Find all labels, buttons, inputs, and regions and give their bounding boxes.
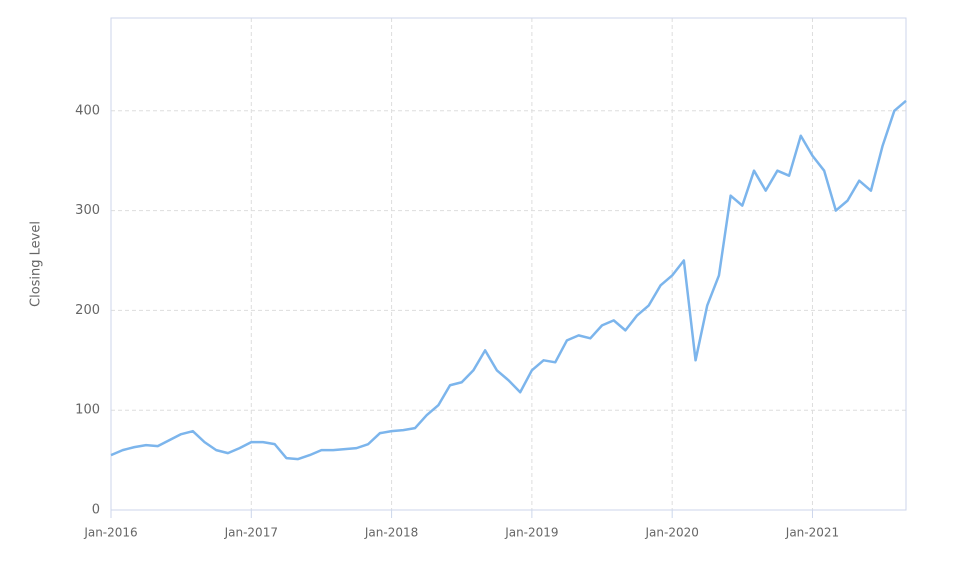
x-tick-label: Jan-2016 xyxy=(83,526,137,540)
line-series xyxy=(110,99,907,461)
plot-border xyxy=(110,17,907,511)
y-tick-label: 0 xyxy=(92,503,100,518)
y-tick-label: 200 xyxy=(75,303,100,318)
y-tick-label: 400 xyxy=(75,103,100,118)
y-axis-label: Closing Level xyxy=(29,221,44,307)
y-tick-label: 300 xyxy=(75,203,100,218)
x-tick-label: Jan-2021 xyxy=(785,526,839,540)
x-tick-label: Jan-2020 xyxy=(644,526,698,540)
x-tick-label: Jan-2018 xyxy=(364,526,418,540)
x-tick-label: Jan-2019 xyxy=(504,526,558,540)
x-tick-label: Jan-2017 xyxy=(224,526,278,540)
y-tick-label: 100 xyxy=(75,403,100,418)
